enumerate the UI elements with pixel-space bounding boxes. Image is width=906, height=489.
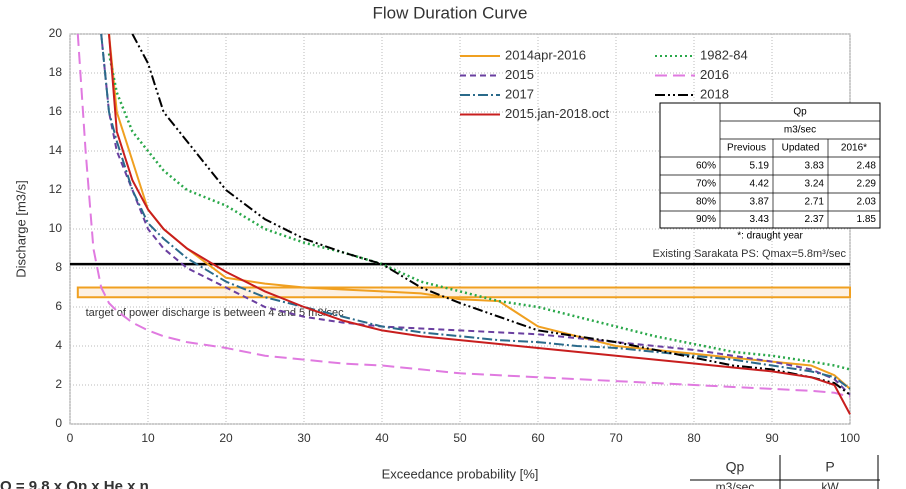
series-line xyxy=(131,33,851,396)
x-tick-label: 40 xyxy=(375,431,389,445)
x-tick-label: 50 xyxy=(453,431,467,445)
footer-unit: m3/sec xyxy=(716,480,755,489)
table-cell: 60% xyxy=(696,161,716,172)
footer-header: P xyxy=(825,459,834,475)
reference-label: Existing Sarakata PS: Qmax=5.8m³/sec xyxy=(653,248,847,260)
footer-unit: kW xyxy=(821,480,839,489)
series-line xyxy=(108,33,851,415)
x-tick-label: 80 xyxy=(687,431,701,445)
y-tick-label: 0 xyxy=(55,416,62,430)
x-tick-label: 70 xyxy=(609,431,623,445)
table-cell: 2.71 xyxy=(805,197,825,208)
y-tick-label: 2 xyxy=(55,377,62,391)
table-cell: 3.24 xyxy=(805,179,825,190)
data-table: Qp m3/sec Previous Updated 2016* 60% 5.19 3.83 2… xyxy=(659,102,881,242)
legend-label: 2017 xyxy=(505,86,534,101)
x-tick-label: 30 xyxy=(297,431,311,445)
table-cell: 2.48 xyxy=(857,161,877,172)
table-cell: 70% xyxy=(696,179,716,190)
y-tick-label: 4 xyxy=(55,338,62,352)
table-cell: 4.42 xyxy=(750,179,770,190)
table-cell: 5.19 xyxy=(750,161,770,172)
legend-label: 2018 xyxy=(700,86,729,101)
legend-label: 2016 xyxy=(700,67,729,82)
y-tick-label: 8 xyxy=(55,260,62,274)
table-note: *: draught year xyxy=(737,231,803,242)
table-cell: 3.43 xyxy=(750,214,770,225)
table-unit: m3/sec xyxy=(784,125,816,136)
y-tick-label: 20 xyxy=(49,26,63,40)
table-cell: 2.29 xyxy=(857,179,877,190)
x-tick-label: 90 xyxy=(765,431,779,445)
y-tick-label: 10 xyxy=(49,221,63,235)
table-header: Previous xyxy=(727,143,766,154)
target-band xyxy=(76,286,852,299)
series-line xyxy=(76,33,851,398)
table-cell: 2.03 xyxy=(857,197,877,208)
series-line xyxy=(100,33,851,396)
x-axis-label: Exceedance probability [%] xyxy=(382,466,539,481)
table-cell: 1.85 xyxy=(857,214,877,225)
table-cell: 80% xyxy=(696,197,716,208)
footer-header: Qp xyxy=(726,459,745,475)
table-header: Updated xyxy=(782,143,820,154)
table-cell: 2.37 xyxy=(805,214,825,225)
legend-label: 2014apr-2016 xyxy=(505,47,586,62)
x-tick-label: 60 xyxy=(531,431,545,445)
table-cell: 3.83 xyxy=(805,161,825,172)
y-axis-label: Discharge [m3/s] xyxy=(13,180,28,278)
y-tick-label: 14 xyxy=(49,143,63,157)
legend-label: 2015.jan-2018.oct xyxy=(505,106,609,121)
x-tick-label: 10 xyxy=(141,431,155,445)
table-header: 2016* xyxy=(841,143,867,154)
table-cell: 90% xyxy=(696,214,716,225)
y-tick-label: 18 xyxy=(49,65,63,79)
formula: Q = 9.8 x Qp x He x η xyxy=(0,478,149,489)
x-tick-label: 0 xyxy=(67,431,74,445)
legend-label: 2015 xyxy=(505,67,534,82)
target-label: target of power discharge is between 4 a… xyxy=(86,307,345,319)
table-cell: 3.87 xyxy=(750,197,770,208)
legend-label: 1982-84 xyxy=(700,47,748,62)
y-tick-label: 6 xyxy=(55,299,62,313)
chart-title: Flow Duration Curve xyxy=(373,3,528,22)
table-title: Qp xyxy=(793,107,807,118)
x-tick-label: 100 xyxy=(840,431,860,445)
table-bg xyxy=(659,102,881,229)
y-tick-label: 12 xyxy=(49,182,63,196)
x-tick-label: 20 xyxy=(219,431,233,445)
series-line xyxy=(107,53,851,371)
y-tick-label: 16 xyxy=(49,104,63,118)
